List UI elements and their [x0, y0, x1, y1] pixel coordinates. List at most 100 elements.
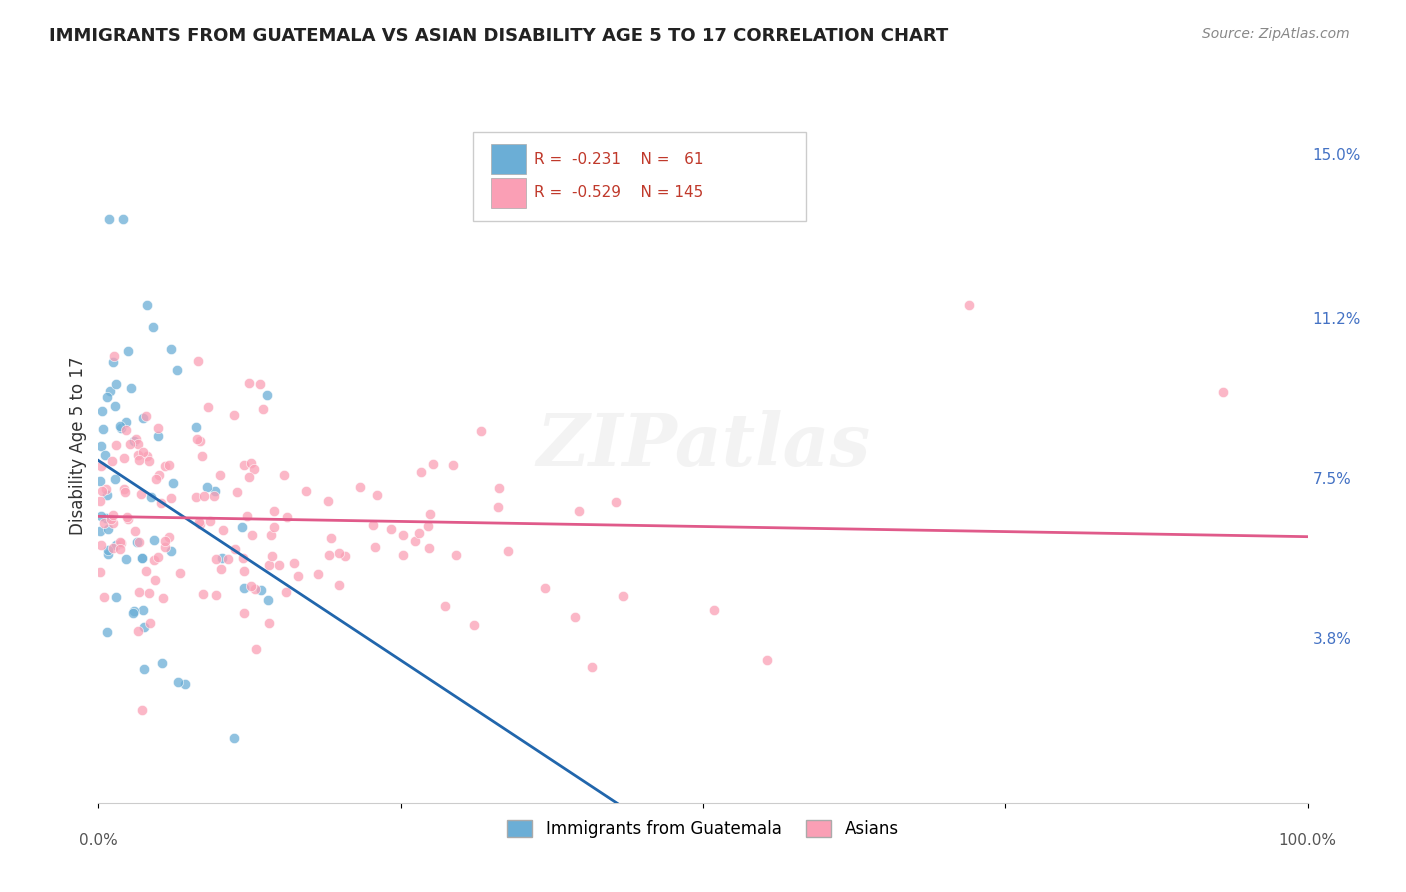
- Legend: Immigrants from Guatemala, Asians: Immigrants from Guatemala, Asians: [501, 813, 905, 845]
- Point: [114, 416, 136, 430]
- Point: [149, 496, 172, 510]
- Point: [129, 487, 152, 501]
- Point: [169, 566, 191, 580]
- Point: [104, 590, 127, 604]
- Point: [143, 533, 166, 547]
- Point: [108, 534, 131, 549]
- Point: [131, 551, 153, 566]
- Point: [260, 528, 283, 542]
- Point: [114, 484, 136, 499]
- Point: [408, 526, 430, 541]
- Point: [131, 703, 153, 717]
- Point: [263, 504, 285, 518]
- Text: IMMIGRANTS FROM GUATEMALA VS ASIAN DISABILITY AGE 5 TO 17 CORRELATION CHART: IMMIGRANTS FROM GUATEMALA VS ASIAN DISAB…: [49, 27, 949, 45]
- Text: Source: ZipAtlas.com: Source: ZipAtlas.com: [1202, 27, 1350, 41]
- Point: [112, 482, 135, 496]
- Point: [117, 512, 139, 526]
- Point: [127, 448, 149, 462]
- Point: [463, 618, 485, 632]
- Point: [139, 490, 162, 504]
- Point: [212, 523, 235, 537]
- Point: [233, 565, 256, 579]
- Point: [131, 550, 153, 565]
- Point: [173, 677, 195, 691]
- Point: [138, 585, 160, 599]
- Point: [96, 488, 118, 502]
- Point: [257, 616, 280, 631]
- Point: [167, 674, 190, 689]
- Point: [364, 540, 387, 554]
- Point: [287, 568, 309, 582]
- Point: [125, 432, 148, 446]
- Point: [152, 591, 174, 605]
- Point: [568, 504, 591, 518]
- Point: [128, 452, 150, 467]
- Point: [249, 377, 271, 392]
- Point: [238, 469, 260, 483]
- Point: [103, 508, 125, 523]
- Point: [155, 458, 177, 473]
- Point: [104, 399, 127, 413]
- Point: [224, 541, 246, 556]
- Point: [138, 454, 160, 468]
- Point: [188, 434, 211, 448]
- Point: [150, 657, 173, 671]
- Point: [135, 409, 157, 424]
- Point: [392, 548, 415, 562]
- Point: [124, 604, 146, 618]
- Point: [333, 549, 356, 564]
- Point: [245, 642, 267, 657]
- Point: [157, 458, 180, 472]
- Point: [93, 422, 115, 436]
- Point: [263, 520, 285, 534]
- Point: [276, 509, 298, 524]
- Point: [139, 615, 162, 630]
- Point: [105, 538, 128, 552]
- Point: [295, 484, 318, 499]
- Point: [146, 428, 169, 442]
- Point: [162, 475, 184, 490]
- Point: [159, 543, 181, 558]
- Point: [444, 549, 467, 563]
- Point: [136, 450, 159, 464]
- Point: [392, 528, 415, 542]
- Point: [101, 516, 124, 530]
- Point: [238, 376, 260, 391]
- Point: [157, 530, 180, 544]
- Point: [118, 437, 141, 451]
- Point: [98, 211, 121, 226]
- Point: [128, 534, 150, 549]
- Point: [380, 522, 402, 536]
- Y-axis label: Disability Age 5 to 17: Disability Age 5 to 17: [69, 357, 87, 535]
- Point: [470, 424, 492, 438]
- Point: [222, 731, 245, 745]
- Point: [100, 512, 122, 526]
- Point: [239, 456, 262, 470]
- Point: [110, 421, 132, 435]
- Point: [89, 494, 111, 508]
- Point: [209, 467, 232, 482]
- Point: [134, 620, 156, 634]
- Point: [318, 549, 340, 563]
- Point: [236, 509, 259, 524]
- Point: [115, 510, 138, 524]
- Text: R =  -0.529    N = 145: R = -0.529 N = 145: [534, 186, 703, 200]
- Point: [703, 602, 725, 616]
- Point: [160, 491, 183, 505]
- Point: [198, 514, 221, 528]
- Point: [90, 538, 112, 552]
- Point: [195, 480, 218, 494]
- Point: [232, 606, 254, 620]
- Point: [605, 495, 627, 509]
- Point: [328, 546, 350, 560]
- Point: [202, 489, 225, 503]
- Point: [564, 609, 586, 624]
- Point: [186, 433, 208, 447]
- Point: [226, 484, 249, 499]
- Point: [361, 518, 384, 533]
- Point: [260, 549, 283, 563]
- Point: [1212, 384, 1234, 399]
- Point: [187, 354, 209, 368]
- Point: [191, 449, 214, 463]
- Point: [496, 544, 519, 558]
